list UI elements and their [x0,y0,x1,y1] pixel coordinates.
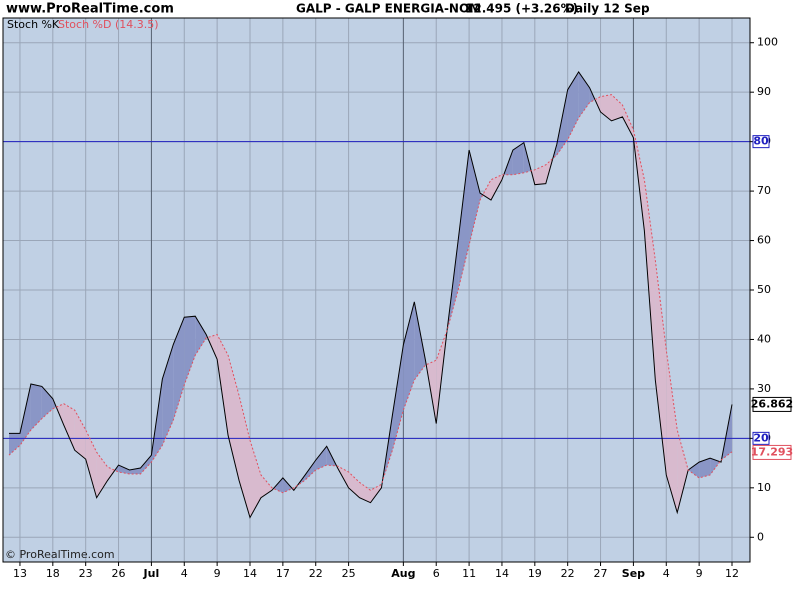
y-tick-label: 10 [757,481,771,494]
fill-band [250,440,261,518]
fill-band [19,383,31,446]
fill-band [600,94,612,121]
fill-band [512,142,524,175]
fill-band [96,452,108,498]
fill-band [162,344,174,446]
x-tick-label: 6 [433,567,440,580]
fill-band [348,471,360,498]
x-tick-label: 17 [276,567,290,580]
fill-band [315,446,327,471]
level-label: 80 [753,135,769,148]
plot-border [2,17,751,563]
legend-label: Stoch %K [7,18,60,31]
x-tick-label: 22 [561,567,575,580]
x-tick-label: 19 [528,567,542,580]
x-tick-label: 14 [243,567,257,580]
x-tick-label: 18 [46,567,60,580]
fill-band [644,179,656,381]
fill-band [482,179,491,200]
y-tick-label: 60 [757,234,771,247]
fill-band [677,429,689,513]
x-tick-label: 23 [79,567,93,580]
period: Daily 12 Sep [565,2,650,16]
fill-band [688,462,700,478]
x-tick-label: 22 [309,567,323,580]
x-tick-label: Sep [622,567,645,580]
fill-band [30,383,42,430]
x-tick-label: 11 [462,567,476,580]
last-value-label: 17.293 [751,445,793,458]
fill-band [534,164,546,185]
level-box [752,135,770,149]
chart-title: GALP - GALP ENERGIA-NOM [296,2,481,16]
source: www.ProRealTime.com [6,2,174,17]
x-tick-label: 9 [214,567,221,580]
fill-band [710,458,720,475]
x-tick-label: 14 [495,567,509,580]
y-tick-label: 30 [757,382,771,395]
series-line [8,94,733,494]
series-line [9,70,733,519]
x-tick-label: 27 [594,567,608,580]
fill-band [140,455,152,474]
x-tick-label: 25 [342,567,356,580]
fill-band [359,482,371,503]
fill-band [699,458,711,478]
fill-band [184,316,196,385]
y-tick-label: 40 [757,332,771,345]
fill-band [491,174,502,200]
x-tick-label: 12 [725,567,739,580]
fill-band [458,150,470,290]
fill-band [666,349,678,513]
fill-band [304,460,316,481]
last-value-box [752,444,792,460]
copyright: © ProRealTime.com [5,548,115,561]
y-tick-label: 90 [757,85,771,98]
level-box [752,431,770,445]
fill-band [173,317,185,421]
x-tick-label: 4 [181,567,188,580]
fill-band [217,334,229,436]
fill-band [195,316,207,356]
x-tick-label: Jul [143,567,160,580]
fill-band [556,89,568,155]
x-tick-label: 26 [112,567,126,580]
fill-band [655,260,667,475]
chart-subtitle: 12.495 (+3.26%) [465,2,578,16]
x-tick-label: Aug [391,567,415,580]
y-tick-label: 0 [757,530,764,543]
legend-label: Stoch %D (14.3.5) [58,18,159,31]
fill-band [239,395,250,518]
last-value-box [752,396,792,412]
fill-band [85,429,97,498]
last-value-label: 26.862 [751,397,793,410]
x-tick-label: 4 [663,567,670,580]
fill-band [622,105,634,138]
y-tick-label: 70 [757,184,771,197]
fill-band [392,344,404,451]
x-tick-label: 13 [13,567,27,580]
fill-band [469,150,481,245]
fill-band [414,301,426,381]
fill-band [74,410,86,460]
y-tick-label: 50 [757,283,771,296]
fill-band [118,465,130,474]
level-label: 20 [753,431,769,444]
fill-band [611,94,623,121]
x-tick-label: 9 [696,567,703,580]
fill-band [403,301,415,411]
y-tick-label: 100 [757,36,778,49]
